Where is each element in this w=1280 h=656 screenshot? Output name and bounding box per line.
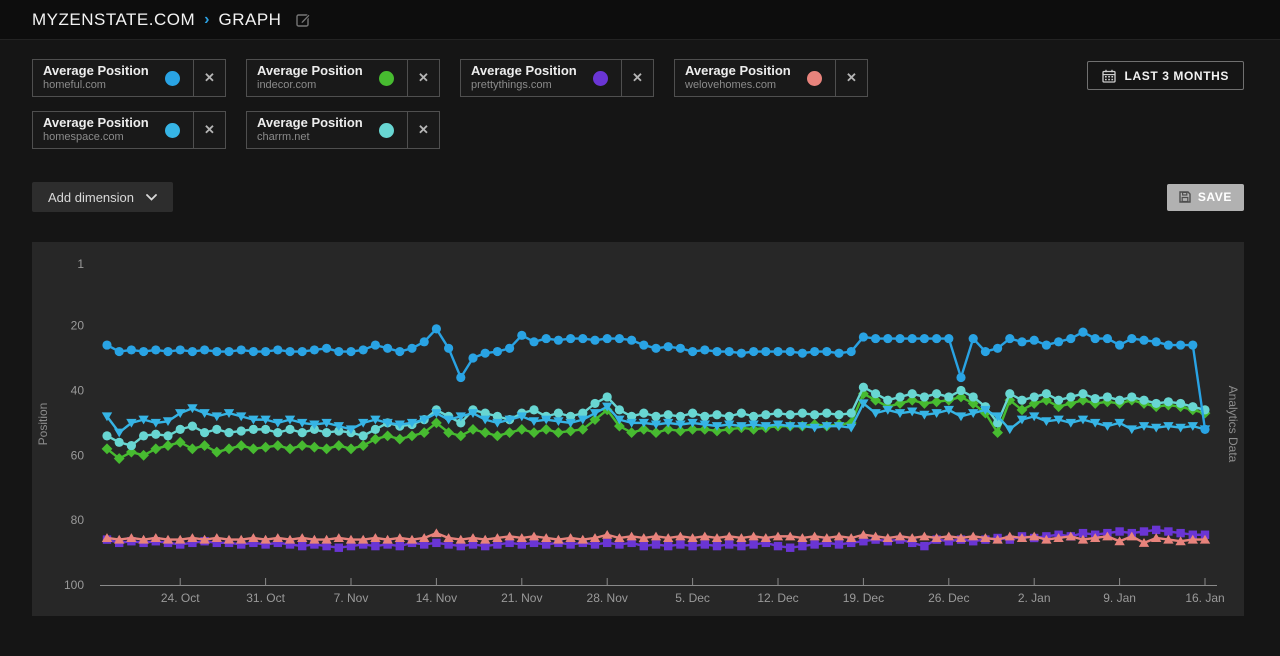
breadcrumb-separator-icon: › <box>204 10 210 28</box>
dimension-domain-label: homespace.com <box>43 131 124 144</box>
svg-text:60: 60 <box>71 448 85 462</box>
dimension-metric-label: Average Position <box>43 115 149 131</box>
svg-text:12. Dec: 12. Dec <box>757 591 798 605</box>
series-color-dot <box>165 122 180 138</box>
edit-icon[interactable] <box>296 12 312 27</box>
svg-text:40: 40 <box>71 383 85 397</box>
svg-text:2. Jan: 2. Jan <box>1018 591 1051 605</box>
main-content: Average Position homeful.com ✕ Average P… <box>0 40 1280 616</box>
dimension-card: Average Position charrm.net ✕ <box>246 111 440 149</box>
series-color-dot <box>593 70 608 86</box>
save-label: SAVE <box>1197 190 1232 204</box>
svg-text:1: 1 <box>77 257 84 271</box>
dimension-cards: Average Position homeful.com ✕ Average P… <box>32 59 882 149</box>
dimension-domain-label: welovehomes.com <box>685 79 777 92</box>
remove-dimension-button[interactable]: ✕ <box>835 60 867 96</box>
top-bar: MYZENSTATE.COM › GRAPH <box>0 0 1280 40</box>
svg-text:19. Dec: 19. Dec <box>843 591 884 605</box>
dimension-metric-label: Average Position <box>471 63 577 79</box>
actions-row: Add dimension SAVE <box>32 182 1244 212</box>
save-button[interactable]: SAVE <box>1166 183 1244 211</box>
svg-text:5. Dec: 5. Dec <box>675 591 710 605</box>
dimension-metric-label: Average Position <box>257 63 363 79</box>
add-dimension-button[interactable]: Add dimension <box>32 182 173 212</box>
dimension-domain-label: prettythings.com <box>471 79 552 92</box>
date-range-label: LAST 3 MONTHS <box>1124 68 1229 83</box>
svg-text:28. Nov: 28. Nov <box>587 591 628 605</box>
add-dimension-label: Add dimension <box>48 189 134 205</box>
calendar-icon <box>1101 69 1116 83</box>
remove-dimension-button[interactable]: ✕ <box>621 60 653 96</box>
dimension-card: Average Position indecor.com ✕ <box>246 59 440 97</box>
dimensions-toolbar: Average Position homeful.com ✕ Average P… <box>32 59 1244 149</box>
remove-dimension-button[interactable]: ✕ <box>193 60 225 96</box>
svg-text:14. Nov: 14. Nov <box>416 591 457 605</box>
dimension-domain-label: homeful.com <box>43 79 106 92</box>
svg-text:16. Jan: 16. Jan <box>1185 591 1224 605</box>
dimension-card: Average Position homeful.com ✕ <box>32 59 226 97</box>
site-name[interactable]: MYZENSTATE.COM <box>32 9 196 29</box>
dimension-domain-label: charrm.net <box>257 131 310 144</box>
svg-text:80: 80 <box>71 513 85 527</box>
svg-text:24. Oct: 24. Oct <box>161 591 200 605</box>
dimension-metric-label: Average Position <box>257 115 363 131</box>
dimension-card: Average Position homespace.com ✕ <box>32 111 226 149</box>
dimension-card: Average Position welovehomes.com ✕ <box>674 59 868 97</box>
y-axis-label-left: Position <box>36 403 50 446</box>
series-color-dot <box>807 70 822 86</box>
svg-text:31. Oct: 31. Oct <box>246 591 285 605</box>
remove-dimension-button[interactable]: ✕ <box>407 60 439 96</box>
dimension-metric-label: Average Position <box>43 63 149 79</box>
save-icon <box>1179 191 1191 203</box>
svg-text:26. Dec: 26. Dec <box>928 591 969 605</box>
position-line-chart[interactable]: 1 20 40 60 80 100 Position Analytics Data 24. Oc… <box>32 242 1244 616</box>
series-color-dot <box>165 70 180 86</box>
series-color-dot <box>379 70 394 86</box>
y-axis-label-right: Analytics Data <box>1226 386 1240 463</box>
series-color-dot <box>379 122 394 138</box>
svg-text:20: 20 <box>71 319 85 333</box>
date-range-button[interactable]: LAST 3 MONTHS <box>1086 61 1244 90</box>
chart-panel: 1 20 40 60 80 100 Position Analytics Data 24. Oc… <box>32 242 1244 616</box>
dimension-metric-label: Average Position <box>685 63 791 79</box>
dimension-card: Average Position prettythings.com ✕ <box>460 59 654 97</box>
svg-text:100: 100 <box>64 578 84 592</box>
page-title: GRAPH <box>218 9 282 29</box>
svg-text:9. Jan: 9. Jan <box>1103 591 1136 605</box>
chevron-down-icon <box>146 193 157 201</box>
remove-dimension-button[interactable]: ✕ <box>193 112 225 148</box>
dimension-domain-label: indecor.com <box>257 79 317 92</box>
breadcrumb: MYZENSTATE.COM › GRAPH <box>32 9 312 30</box>
remove-dimension-button[interactable]: ✕ <box>407 112 439 148</box>
svg-text:21. Nov: 21. Nov <box>501 591 542 605</box>
svg-text:7. Nov: 7. Nov <box>334 591 369 605</box>
